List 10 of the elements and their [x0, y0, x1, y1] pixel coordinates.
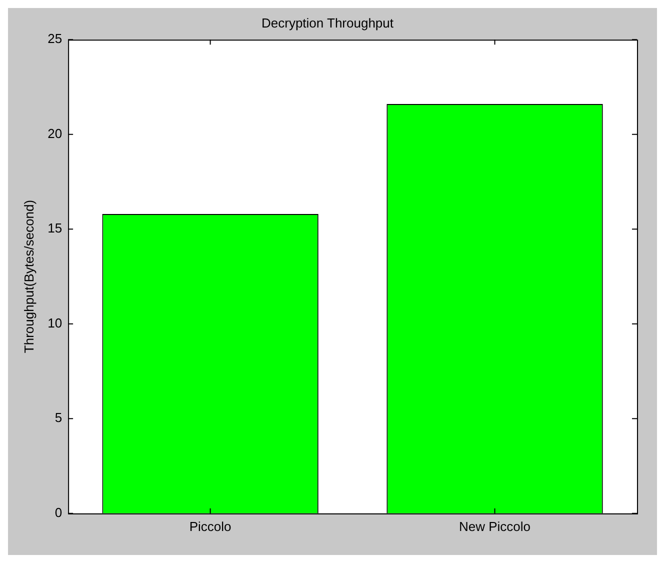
chart-title: Decryption Throughput — [261, 15, 394, 30]
y-tick-label: 5 — [54, 410, 62, 426]
x-tick-label: Piccolo — [189, 518, 232, 534]
y-tick-label: 0 — [54, 504, 62, 520]
x-tick-label: New Piccolo — [459, 518, 531, 534]
y-tick-label: 10 — [48, 315, 62, 330]
y-tick-label: 15 — [48, 220, 62, 236]
y-axis-title: Throughput(Bytes/second) — [21, 200, 36, 354]
y-tick-label: 20 — [48, 126, 62, 141]
y-tick-label: 25 — [48, 31, 62, 46]
